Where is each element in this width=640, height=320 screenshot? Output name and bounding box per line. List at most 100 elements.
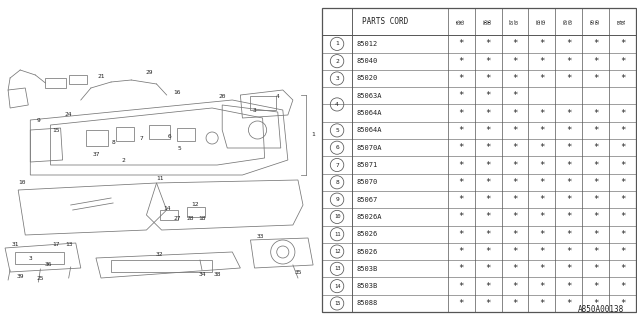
Text: *: *: [512, 91, 518, 100]
Text: 5: 5: [335, 128, 339, 133]
Text: *: *: [566, 57, 572, 66]
Text: *: *: [620, 299, 625, 308]
Text: *: *: [512, 39, 518, 48]
Text: *: *: [512, 126, 518, 135]
Bar: [187, 207, 205, 217]
Text: 12: 12: [334, 249, 340, 254]
Text: *: *: [512, 195, 518, 204]
Text: *: *: [512, 247, 518, 256]
Text: *: *: [593, 108, 598, 117]
Text: *: *: [458, 264, 464, 273]
Text: *: *: [539, 212, 545, 221]
Text: PARTS CORD: PARTS CORD: [362, 17, 408, 26]
Text: 8: 8: [111, 140, 115, 145]
Text: *: *: [458, 178, 464, 187]
Text: *: *: [485, 39, 491, 48]
Text: *: *: [512, 299, 518, 308]
Text: *: *: [485, 126, 491, 135]
Text: 11: 11: [156, 175, 163, 180]
Text: 85012: 85012: [357, 41, 378, 47]
Text: *: *: [593, 57, 598, 66]
Bar: [68, 75, 87, 84]
Text: *: *: [566, 195, 572, 204]
Bar: [159, 210, 178, 220]
Text: *: *: [458, 126, 464, 135]
Text: *: *: [458, 143, 464, 152]
Text: *: *: [593, 282, 598, 291]
Text: 14: 14: [334, 284, 340, 289]
Text: *: *: [566, 108, 572, 117]
Text: *: *: [566, 126, 572, 135]
Text: 6: 6: [335, 145, 339, 150]
Text: *: *: [539, 247, 545, 256]
Text: *: *: [566, 39, 572, 48]
Text: *: *: [485, 91, 491, 100]
Text: *: *: [566, 230, 572, 239]
Text: 15: 15: [334, 301, 340, 306]
Text: *: *: [620, 195, 625, 204]
Text: 39: 39: [17, 274, 24, 278]
Text: 13: 13: [334, 266, 340, 271]
Text: 32: 32: [156, 252, 163, 257]
Text: 37: 37: [92, 153, 100, 157]
Text: 88
08: 88 08: [537, 19, 547, 24]
Text: *: *: [593, 39, 598, 48]
Text: 27: 27: [173, 215, 180, 220]
Text: 33: 33: [257, 234, 264, 238]
Text: 3: 3: [253, 108, 257, 113]
Text: 9: 9: [36, 117, 40, 123]
Text: 1: 1: [335, 41, 339, 46]
Text: *: *: [458, 74, 464, 83]
Text: *: *: [512, 178, 518, 187]
Text: *: *: [620, 178, 625, 187]
Text: 20: 20: [218, 93, 226, 99]
Text: 85067: 85067: [357, 196, 378, 203]
Text: *: *: [512, 230, 518, 239]
Text: *: *: [458, 212, 464, 221]
Text: *: *: [593, 299, 598, 308]
Text: *: *: [485, 299, 491, 308]
Text: *: *: [620, 230, 625, 239]
Text: *: *: [485, 230, 491, 239]
Text: *: *: [539, 143, 545, 152]
Text: *: *: [485, 178, 491, 187]
Text: 85064A: 85064A: [357, 110, 383, 116]
Text: *: *: [539, 57, 545, 66]
Bar: [116, 127, 134, 141]
Text: *: *: [620, 143, 625, 152]
Bar: [15, 252, 63, 264]
Text: *: *: [539, 74, 545, 83]
Text: 90
90: 90 90: [591, 19, 600, 24]
Text: *: *: [593, 195, 598, 204]
Text: 31: 31: [12, 243, 19, 247]
Text: *: *: [593, 247, 598, 256]
Text: 4: 4: [335, 102, 339, 107]
Text: *: *: [593, 74, 598, 83]
Text: 17: 17: [52, 242, 60, 246]
Text: 91
91: 91 91: [618, 19, 627, 24]
Text: *: *: [539, 161, 545, 170]
Text: 3: 3: [28, 255, 32, 260]
Text: 7: 7: [335, 163, 339, 167]
Text: 15: 15: [52, 127, 60, 132]
Text: 6: 6: [168, 133, 172, 139]
Bar: [177, 128, 195, 141]
Text: 86
06: 86 06: [483, 19, 493, 24]
Bar: [250, 96, 276, 110]
Text: 34: 34: [198, 273, 205, 277]
Text: *: *: [566, 264, 572, 273]
Text: 10: 10: [334, 214, 340, 220]
Text: A850A00138: A850A00138: [578, 305, 624, 314]
Text: 28: 28: [186, 215, 194, 220]
Text: 9: 9: [335, 197, 339, 202]
Text: 87
07: 87 07: [510, 19, 520, 24]
Text: *: *: [620, 126, 625, 135]
Text: *: *: [593, 230, 598, 239]
Text: 85
05: 85 05: [456, 19, 466, 24]
Text: *: *: [620, 247, 625, 256]
Text: *: *: [485, 212, 491, 221]
Text: *: *: [485, 143, 491, 152]
Text: 89
09: 89 09: [564, 19, 573, 24]
Text: *: *: [539, 126, 545, 135]
Text: 1: 1: [311, 132, 315, 138]
